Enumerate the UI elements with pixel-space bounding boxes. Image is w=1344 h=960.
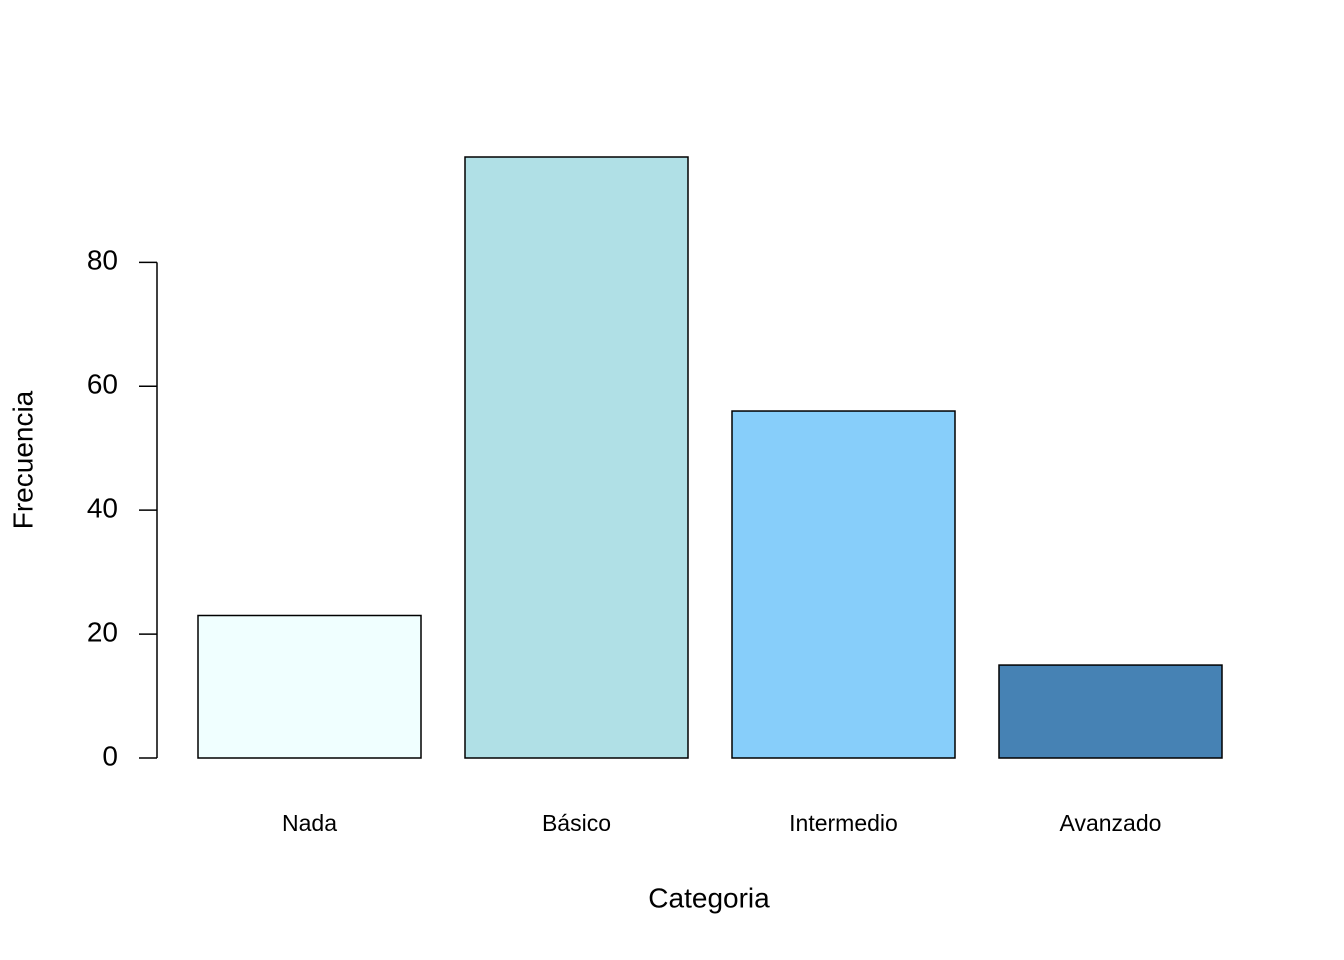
bar [998, 664, 1223, 759]
y-tick-label: 20 [87, 616, 118, 647]
y-tick-label: 60 [87, 369, 118, 400]
bar [197, 614, 422, 759]
x-tick-label: Avanzado [1060, 810, 1162, 836]
x-axis-title: Categoria [648, 882, 770, 913]
y-tick-label: 80 [87, 245, 118, 276]
bar [464, 156, 689, 759]
x-tick-label: Nada [282, 810, 337, 836]
bar [731, 410, 956, 759]
x-tick-label: Básico [542, 810, 611, 836]
y-tick-label: 0 [102, 740, 118, 771]
x-tick-label: Intermedio [789, 810, 898, 836]
y-axis-title: Frecuencia [7, 390, 38, 529]
y-tick-label: 40 [87, 493, 118, 524]
